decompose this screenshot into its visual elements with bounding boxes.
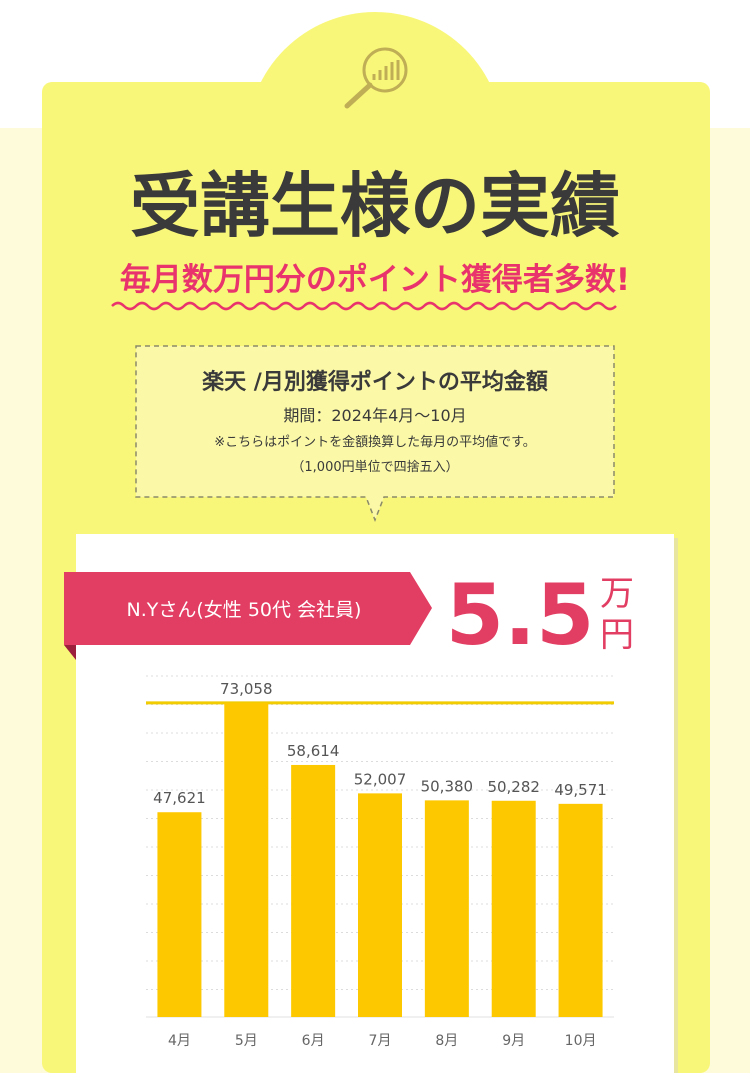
info-box	[135, 345, 615, 523]
wavy-underline	[111, 301, 617, 311]
unit: 円	[600, 615, 634, 655]
x-tick-label: 9月	[502, 1033, 525, 1049]
x-tick-label: 5月	[235, 1033, 258, 1049]
x-tick-label: 4月	[168, 1033, 191, 1049]
banner	[64, 572, 432, 645]
x-tick-label: 10月	[565, 1033, 597, 1049]
title: 受講生様の実績	[130, 165, 620, 247]
value-label: 49,571	[554, 781, 607, 799]
unit: 万	[600, 574, 634, 614]
bar	[224, 702, 269, 1017]
x-tick-label: 6月	[302, 1033, 325, 1049]
value-label: 47,621	[153, 789, 206, 807]
info-note: （1,000円単位で四捨五入）	[291, 459, 458, 475]
plot: 47,621 4月 73,058 5月 58,614 6月 52,007 7月 50,380 8月…	[153, 680, 607, 1049]
value-label: 52,007	[354, 770, 407, 788]
x-tick-label: 8月	[435, 1033, 458, 1049]
bar	[424, 800, 469, 1017]
profile-name: N.Yさん(女性 50代 会社員)	[127, 599, 362, 621]
bar	[558, 803, 603, 1017]
value-label: 50,282	[487, 778, 540, 796]
bar	[157, 812, 202, 1017]
banner-fold	[64, 645, 76, 660]
bar	[291, 764, 336, 1017]
x-tick-label: 7月	[369, 1033, 392, 1049]
info-note: ※こちらはポイントを金額換算した毎月の平均値です。	[214, 434, 536, 450]
info-period: 期間：2024年4月～10月	[283, 406, 466, 425]
grid	[146, 675, 614, 1018]
bar	[358, 793, 402, 1017]
value-label: 58,614	[287, 742, 340, 760]
bar	[491, 800, 536, 1017]
info-heading: 楽天 /月別獲得ポイントの平均金額	[202, 369, 548, 395]
icon	[344, 47, 408, 109]
value-label: 73,058	[220, 680, 273, 698]
value-label: 50,380	[421, 777, 474, 795]
profile-amount: 5.5	[446, 566, 595, 664]
subtitle: 毎月数万円分のポイント獲得者多数!	[120, 262, 630, 298]
